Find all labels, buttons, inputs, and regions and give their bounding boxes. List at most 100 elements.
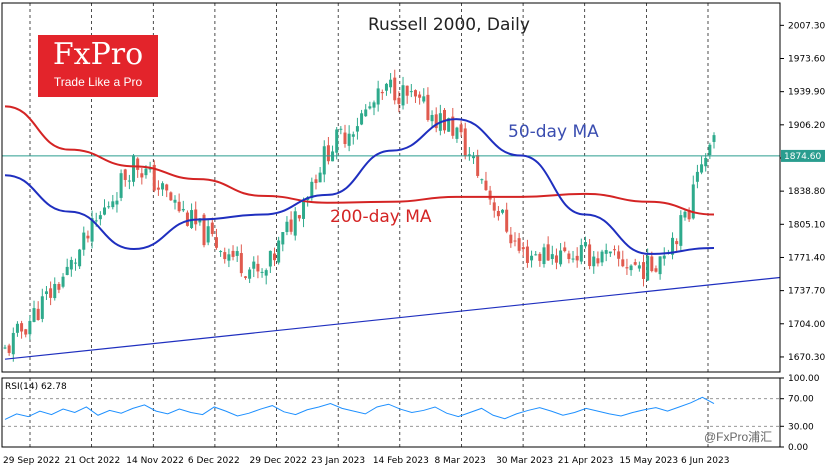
- candle-body: [210, 222, 214, 234]
- candle-body: [546, 244, 550, 261]
- candle-body: [40, 296, 44, 319]
- candle-body: [687, 210, 691, 220]
- candle-body: [447, 118, 451, 132]
- candle-body: [451, 116, 455, 136]
- candle-body: [57, 283, 61, 290]
- candle-body: [509, 234, 513, 244]
- candle-body: [94, 220, 98, 222]
- current-price-tag: [781, 149, 825, 162]
- x-tick-label: 29 Sep 2022: [3, 456, 60, 466]
- candle-body: [268, 250, 272, 267]
- logo-name: FxPro: [52, 37, 144, 72]
- current-price-label: 1874.60: [784, 152, 821, 162]
- candle-body: [513, 240, 517, 242]
- candle-body: [214, 237, 218, 248]
- candle-body: [107, 206, 111, 208]
- candle-body: [161, 183, 165, 190]
- fxpro-logo: FxPro Trade Like a Pro: [38, 35, 158, 97]
- candle-body: [156, 187, 160, 190]
- candle-body: [65, 266, 69, 275]
- candle-body: [538, 253, 542, 261]
- candle-body: [604, 250, 608, 254]
- rsi-plot-frame: [1, 377, 781, 448]
- y-tick-label: 2007.30: [788, 21, 825, 31]
- candle-body: [384, 83, 388, 91]
- candle-body: [695, 171, 699, 182]
- candle-body: [235, 251, 239, 256]
- candle-body: [704, 157, 708, 167]
- candle-body: [426, 94, 430, 120]
- candle-body: [654, 268, 658, 272]
- candle-body: [194, 209, 198, 225]
- rsi-tick-label: 0.00: [788, 443, 808, 453]
- candle-body: [675, 241, 679, 245]
- candle-body: [492, 202, 496, 211]
- y-tick-label: 1737.70: [788, 287, 825, 297]
- candle-body: [621, 259, 625, 267]
- candle-body: [103, 207, 107, 215]
- candle-body: [335, 129, 339, 153]
- candle-body: [206, 226, 210, 243]
- candle-body: [691, 184, 695, 219]
- candle-body: [285, 221, 289, 233]
- y-tick-label: 1704.00: [788, 320, 825, 330]
- x-tick-label: 6 Dec 2022: [188, 456, 240, 466]
- candle-body: [127, 180, 131, 182]
- candle-body: [588, 244, 592, 267]
- candle-body: [476, 155, 480, 176]
- candle-body: [219, 251, 223, 253]
- candle-body: [339, 128, 343, 130]
- ma200-line: [4, 105, 715, 216]
- candle-body: [646, 255, 650, 281]
- x-tick-label: 30 Mar 2023: [496, 456, 553, 466]
- ma200-annotation: 200-day MA: [330, 207, 432, 227]
- candle-body: [273, 253, 277, 261]
- candle-body: [629, 265, 633, 271]
- candle-body: [583, 242, 587, 247]
- candle-body: [223, 252, 227, 260]
- candle-body: [3, 347, 7, 349]
- candle-body: [322, 146, 326, 175]
- ma50-line: [4, 118, 715, 255]
- rsi-title: RSI(14) 62.78: [5, 382, 67, 392]
- y-tick-label: 1973.60: [788, 54, 825, 64]
- candle-body: [227, 254, 231, 261]
- candle-body: [517, 238, 521, 251]
- candle-body: [53, 283, 57, 299]
- candle-body: [347, 133, 351, 146]
- candle-body: [177, 201, 181, 212]
- x-tick-label: 14 Nov 2022: [126, 456, 184, 466]
- ma50-annotation: 50-day MA: [508, 122, 599, 142]
- candle-body: [78, 249, 82, 267]
- candle-body: [712, 135, 716, 142]
- candle-body: [73, 262, 77, 264]
- chart-title: Russell 2000, Daily: [368, 15, 530, 35]
- candle-body: [152, 164, 156, 191]
- candle-body: [181, 208, 185, 211]
- candle-body: [132, 155, 136, 182]
- candle-body: [671, 237, 675, 255]
- candle-body: [579, 244, 583, 262]
- candle-body: [351, 134, 355, 137]
- candle-body: [554, 255, 558, 263]
- candle-body: [318, 172, 322, 183]
- candle-body: [575, 255, 579, 261]
- candle-body: [32, 308, 36, 322]
- candle-body: [700, 164, 704, 173]
- candle-body: [144, 168, 148, 176]
- candle-body: [169, 192, 173, 201]
- candle-body: [625, 267, 629, 269]
- candle-body: [393, 77, 397, 101]
- candle-body: [376, 88, 380, 105]
- candle-body: [567, 253, 571, 260]
- candle-body: [297, 215, 301, 219]
- y-tick-label: 1771.40: [788, 253, 825, 263]
- candle-body: [397, 97, 401, 104]
- candle-body: [617, 251, 621, 259]
- candle-body: [98, 215, 102, 220]
- candle-body: [708, 144, 712, 156]
- x-tick-label: 8 Mar 2023: [434, 456, 485, 466]
- rsi-tick-label: 100.00: [788, 374, 820, 384]
- y-tick-label: 1805.10: [788, 220, 825, 230]
- y-tick-label: 1838.80: [788, 187, 825, 197]
